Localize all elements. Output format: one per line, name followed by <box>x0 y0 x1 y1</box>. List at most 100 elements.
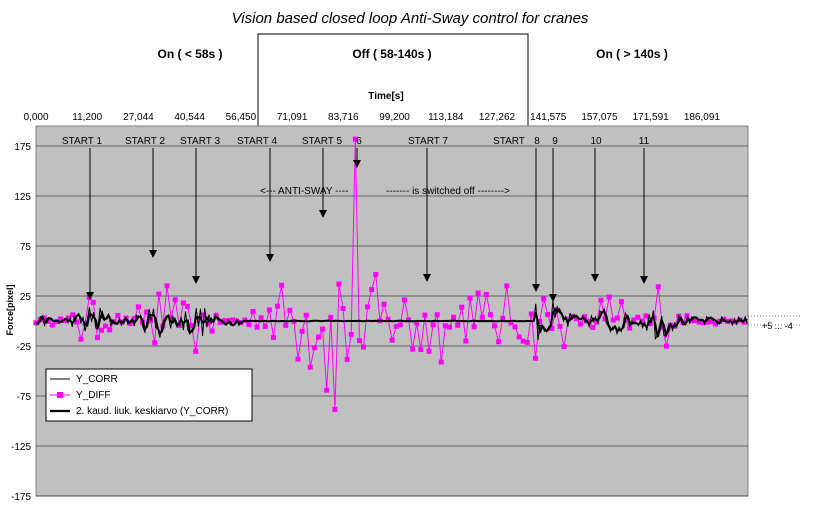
y-diff-point-135 <box>586 318 592 324</box>
y-diff-point-40 <box>197 316 203 322</box>
y-diff-point-66 <box>303 312 309 318</box>
y-diff-point-126 <box>549 326 555 332</box>
y-diff-point-54 <box>254 324 260 330</box>
anti-sway-note: <--- ANTI-SWAY ---- <box>260 186 348 197</box>
y-diff-point-30 <box>156 291 162 297</box>
y-diff-point-119 <box>520 338 526 344</box>
x-tick-label-2: 27,044 <box>123 112 154 123</box>
y-diff-point-38 <box>189 323 195 329</box>
y-diff-point-61 <box>283 322 289 328</box>
y-diff-point-25 <box>135 304 141 310</box>
y-diff-point-9 <box>70 312 76 318</box>
legend: Y_CORR Y_DIFF 2. kaud. liuk. keskiarvo (… <box>45 368 253 422</box>
start-label-1: START 1 <box>62 136 102 147</box>
x-axis-label: Time[s] <box>368 91 403 102</box>
y-axis-label: Force[pixel] <box>5 284 15 335</box>
y-diff-point-17 <box>103 323 109 329</box>
y-diff-point-165 <box>709 319 715 325</box>
phase-label-off: Off ( 58-140s ) <box>352 47 431 61</box>
y-diff-point-88 <box>393 323 399 329</box>
y-diff-point-133 <box>578 321 584 327</box>
y-diff-point-130 <box>565 316 571 322</box>
y-diff-point-110 <box>483 292 489 298</box>
y-diff-point-154 <box>663 343 669 349</box>
y-diff-point-4 <box>49 322 55 328</box>
y-diff-point-53 <box>250 308 256 314</box>
y-diff-point-117 <box>512 324 518 330</box>
y-diff-point-139 <box>602 316 608 322</box>
y-diff-point-14 <box>90 299 96 305</box>
y-diff-point-68 <box>311 345 317 351</box>
start-label-4: START 4 <box>237 136 277 147</box>
y-diff-point-2 <box>41 315 47 321</box>
y-diff-point-29 <box>152 340 158 346</box>
start-label-5: START 5 <box>302 136 342 147</box>
y-diff-point-118 <box>516 334 522 340</box>
arrow-head-1 <box>149 250 157 258</box>
y-diff-point-95 <box>422 312 428 318</box>
x-tick-label-13: 186,091 <box>684 112 721 123</box>
y-diff-point-160 <box>688 318 694 324</box>
x-tick-label-12: 171,591 <box>633 112 670 123</box>
y-diff-point-83 <box>373 271 379 277</box>
y-diff-point-142 <box>614 315 620 321</box>
start-label-8: 8 <box>534 136 540 147</box>
phase-label-on-before: On ( < 58s ) <box>157 47 222 61</box>
y-diff-point-138 <box>598 297 604 303</box>
y-diff-point-94 <box>418 347 424 353</box>
x-tick-label-9: 127,262 <box>479 112 516 123</box>
y-diff-point-164 <box>704 319 710 325</box>
y-tick-label-6: -125 <box>11 442 31 453</box>
y-diff-point-121 <box>528 311 534 317</box>
arrow-head-9 <box>591 274 599 282</box>
y-diff-point-129 <box>561 344 567 350</box>
y-diff-point-15 <box>94 335 100 341</box>
y-tick-label-5: -75 <box>17 392 32 403</box>
legend-box <box>45 368 253 422</box>
legend-label-y-corr: Y_CORR <box>76 374 118 385</box>
y-diff-point-106 <box>467 295 473 301</box>
y-diff-point-85 <box>381 301 387 307</box>
y-diff-point-141 <box>610 317 616 323</box>
y-diff-point-163 <box>700 320 706 326</box>
x-tick-label-4: 56,450 <box>226 112 257 123</box>
legend-marker-y-diff <box>57 392 63 398</box>
start-label-6: 6 <box>356 136 362 147</box>
y-diff-point-123 <box>537 318 543 324</box>
y-diff-point-143 <box>618 299 624 305</box>
y-diff-point-148 <box>639 318 645 324</box>
series-y-diff <box>33 136 747 412</box>
moving-average-line <box>35 307 748 339</box>
y-diff-point-146 <box>631 317 637 323</box>
y-diff-point-46 <box>221 318 227 324</box>
y-diff-point-77 <box>348 331 354 337</box>
start-label-3: START 3 <box>180 136 220 147</box>
start-label-10: 10 <box>590 136 602 147</box>
y-diff-point-91 <box>406 317 412 323</box>
y-diff-point-111 <box>487 312 493 318</box>
y-diff-point-73 <box>332 406 338 412</box>
y-diff-point-81 <box>365 304 371 310</box>
y-tick-label-2: 75 <box>20 242 32 253</box>
y-diff-point-113 <box>496 339 502 345</box>
y-diff-point-107 <box>471 324 477 330</box>
arrow-head-0 <box>86 292 94 300</box>
y-diff-point-92 <box>410 346 416 352</box>
start-label-start: START <box>493 136 525 147</box>
y-diff-point-69 <box>315 334 321 340</box>
arrow-head-2 <box>192 276 200 284</box>
start-label-9: 9 <box>552 136 558 147</box>
y-diff-point-170 <box>729 318 735 324</box>
legend-label-moving-average: 2. kaud. liuk. keskiarvo (Y_CORR) <box>76 406 228 417</box>
y-diff-point-37 <box>184 304 190 310</box>
y-diff-point-72 <box>328 314 334 320</box>
y-diff-point-102 <box>451 314 457 320</box>
y-diff-point-116 <box>508 320 514 326</box>
y-diff-point-150 <box>647 321 653 327</box>
arrow-head-5 <box>353 160 361 168</box>
y-diff-point-90 <box>401 297 407 303</box>
chart-title: Vision based closed loop Anti-Sway contr… <box>232 10 589 27</box>
y-tick-label-4: -25 <box>17 342 32 353</box>
start-arrows <box>86 148 800 326</box>
